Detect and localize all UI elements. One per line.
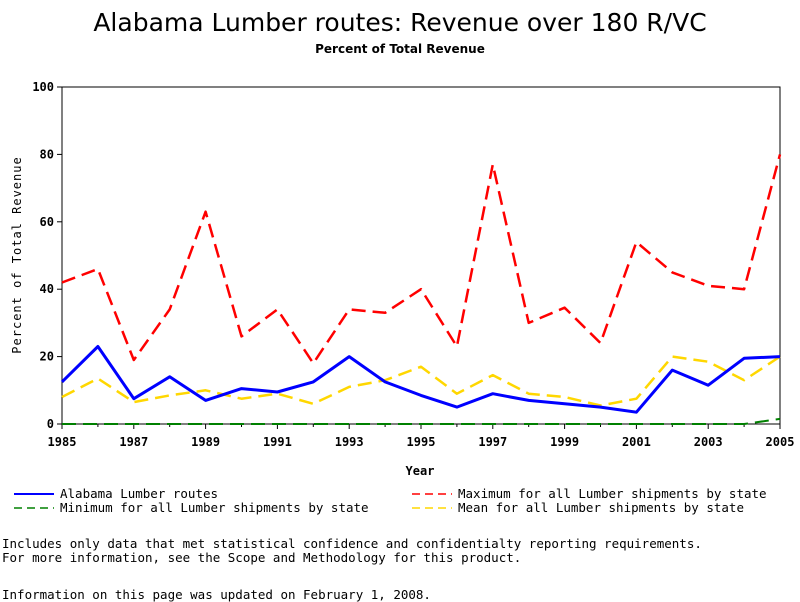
- y-tick-label: 100: [32, 80, 54, 94]
- series-line-0: [60, 345, 781, 414]
- chart-title: Alabama Lumber routes: Revenue over 180 …: [93, 8, 706, 37]
- x-tick-label: 2003: [694, 435, 723, 449]
- series-line-2: [62, 417, 781, 425]
- x-tick-label: 1995: [407, 435, 436, 449]
- x-tick-label: 1993: [335, 435, 364, 449]
- y-tick-label: 0: [47, 417, 54, 431]
- x-tick-label: 1999: [550, 435, 579, 449]
- plot-frame: [61, 86, 781, 425]
- x-tick-label: 1989: [191, 435, 220, 449]
- legend-label-3: Mean for all Lumber shipments by state: [458, 500, 744, 515]
- series-line-1: [61, 154, 782, 365]
- x-tick-label: 2001: [622, 435, 651, 449]
- y-axis: 0 20 40 60 80 100: [32, 80, 62, 431]
- x-tick-label: 2005: [766, 435, 795, 449]
- y-tick-label: 80: [40, 147, 54, 161]
- chart-subtitle: Percent of Total Revenue: [315, 42, 485, 56]
- note-updated: Information on this page was updated on …: [2, 587, 431, 602]
- series-lines: [60, 154, 782, 425]
- y-tick-label: 40: [40, 282, 54, 296]
- series-line-3: [61, 355, 781, 407]
- x-axis: 1985 1987 1989 1991 1993 1995 1997 1999 2001 2003…: [48, 424, 795, 449]
- legend: Alabama Lumber routes Maximum for all Lum…: [14, 486, 767, 515]
- note-confidentiality: Includes only data that met statistical …: [2, 536, 702, 551]
- x-tick-label: 1997: [478, 435, 507, 449]
- plot-area: 0 20 40 60 80 100 1985 1987 1989 1991 1993 1995 199…: [32, 80, 794, 449]
- x-tick-label: 1991: [263, 435, 292, 449]
- y-axis-label: Percent of Total Revenue: [10, 156, 24, 353]
- note-methodology: For more information, see the Scope and …: [2, 550, 522, 565]
- y-tick-label: 60: [40, 215, 54, 229]
- y-tick-label: 20: [40, 350, 54, 364]
- legend-label-1: Maximum for all Lumber shipments by stat…: [458, 486, 767, 501]
- x-tick-label: 1985: [48, 435, 77, 449]
- x-tick-label: 1987: [119, 435, 148, 449]
- x-axis-label: Year: [406, 464, 435, 478]
- legend-label-0: Alabama Lumber routes: [60, 486, 218, 501]
- legend-label-2: Minimum for all Lumber shipments by stat…: [60, 500, 369, 515]
